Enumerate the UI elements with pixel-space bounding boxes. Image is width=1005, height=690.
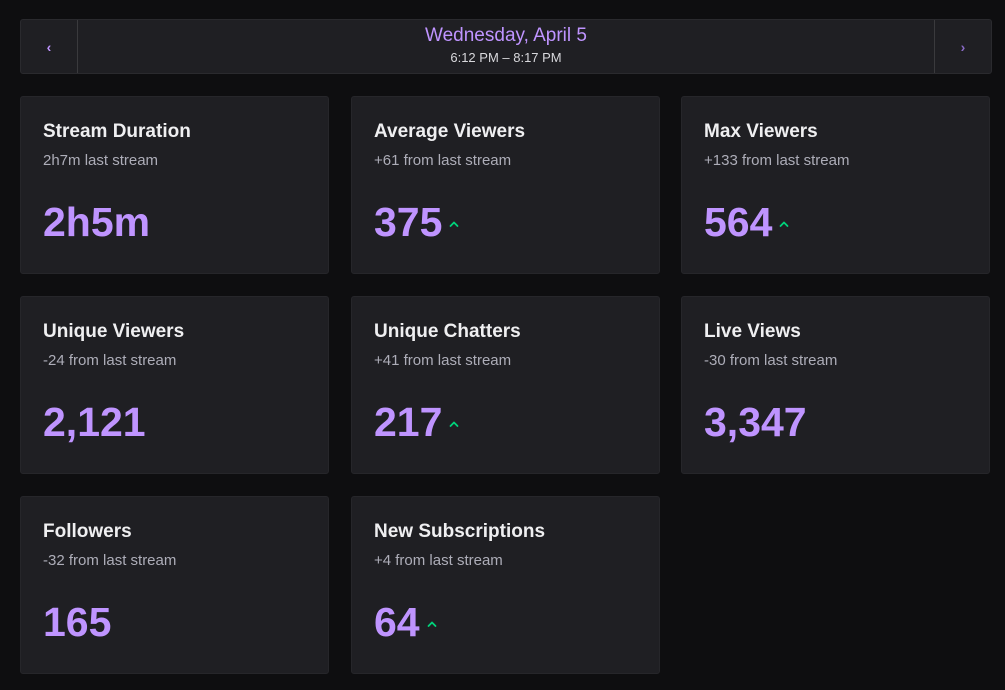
trend-up-icon bbox=[780, 221, 789, 227]
chevron-right-icon: › bbox=[960, 38, 966, 55]
card-title: Max Viewers bbox=[704, 121, 818, 142]
trend-up-icon bbox=[450, 421, 459, 427]
stat-card-unique-viewers: Unique Viewers -24 from last stream 2,12… bbox=[20, 296, 329, 474]
card-title: New Subscriptions bbox=[374, 521, 546, 542]
stat-card-max-viewers: Max Viewers +133 from last stream 564 bbox=[681, 96, 990, 274]
card-value: 375 bbox=[374, 199, 443, 245]
stat-card-stream-duration: Stream Duration 2h7m last stream 2h5m bbox=[20, 96, 329, 274]
card-value: 217 bbox=[374, 399, 443, 445]
card-value: 64 bbox=[374, 599, 420, 645]
card-comparison: +4 from last stream bbox=[374, 552, 503, 569]
card-comparison: -32 from last stream bbox=[43, 552, 177, 569]
card-title: Live Views bbox=[704, 321, 801, 342]
card-value: 2h5m bbox=[43, 199, 151, 245]
card-comparison: -30 from last stream bbox=[704, 352, 838, 369]
stat-card-followers: Followers -32 from last stream 165 bbox=[20, 496, 329, 674]
card-title: Unique Viewers bbox=[43, 321, 185, 342]
previous-stream-button[interactable]: ‹ bbox=[21, 20, 78, 73]
stat-card-new-subscriptions: New Subscriptions +4 from last stream 64 bbox=[351, 496, 660, 674]
card-value: 3,347 bbox=[704, 399, 807, 445]
trend-up-icon bbox=[427, 621, 437, 627]
chevron-left-icon: ‹ bbox=[46, 38, 52, 55]
card-title: Unique Chatters bbox=[374, 321, 521, 342]
card-comparison: -24 from last stream bbox=[43, 352, 177, 369]
next-stream-button[interactable]: › bbox=[934, 20, 991, 73]
stream-date-header: Wednesday, April 5 6:12 PM – 8:17 PM bbox=[77, 20, 935, 73]
card-comparison: +41 from last stream bbox=[374, 352, 512, 369]
card-title: Stream Duration bbox=[43, 121, 191, 142]
card-value: 564 bbox=[704, 199, 773, 245]
stream-time-range: 6:12 PM – 8:17 PM bbox=[450, 50, 562, 65]
card-value: 165 bbox=[43, 599, 112, 645]
card-comparison: +61 from last stream bbox=[374, 152, 512, 169]
trend-up-icon bbox=[450, 221, 459, 227]
date-navigator: ‹ Wednesday, April 5 6:12 PM – 8:17 PM › bbox=[20, 19, 992, 74]
stream-date: Wednesday, April 5 bbox=[425, 25, 587, 46]
stat-card-live-views: Live Views -30 from last stream 3,347 bbox=[681, 296, 990, 474]
card-title: Average Viewers bbox=[374, 121, 526, 142]
card-title: Followers bbox=[43, 521, 132, 542]
card-comparison: 2h7m last stream bbox=[43, 152, 159, 169]
card-comparison: +133 from last stream bbox=[704, 152, 850, 169]
card-value: 2,121 bbox=[43, 399, 146, 445]
stat-card-unique-chatters: Unique Chatters +41 from last stream 217 bbox=[351, 296, 660, 474]
stat-card-average-viewers: Average Viewers +61 from last stream 375 bbox=[351, 96, 660, 274]
